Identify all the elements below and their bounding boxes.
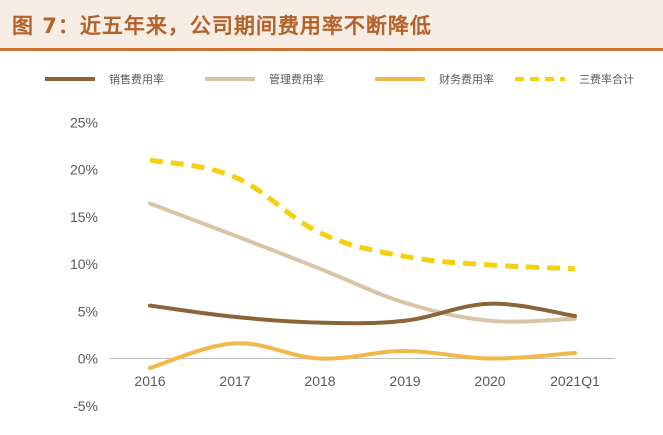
x-tick-label: 2021Q1 [550, 373, 600, 389]
series-line-0 [148, 301, 577, 326]
series-line-3 [149, 157, 576, 272]
x-tick-label: 2019 [389, 373, 420, 389]
x-tick-label: 2016 [134, 373, 165, 389]
series-line-1 [148, 201, 577, 324]
header-band [0, 0, 663, 48]
legend-label-2: 财务费用率 [439, 72, 494, 86]
x-tick-label: 2018 [304, 373, 335, 389]
y-tick-label: 10% [70, 256, 98, 272]
x-tick-label: 2017 [219, 373, 250, 389]
y-tick-label: 0% [78, 351, 98, 367]
x-tick-label: 2020 [474, 373, 505, 389]
y-tick-label: 20% [70, 162, 98, 178]
y-tick-label: 5% [78, 303, 98, 319]
y-tick-label: 15% [70, 209, 98, 225]
series-group [148, 157, 577, 370]
series-line-2 [148, 341, 577, 370]
title-rule [0, 48, 663, 51]
y-axis: 25% 20% 15% 10% 5% 0% -5% [70, 114, 98, 414]
x-axis: 2016 2017 2018 2019 2020 2021Q1 [110, 358, 615, 389]
chart-title: 图 7：近五年来，公司期间费用率不断降低 [12, 14, 432, 38]
legend-label-0: 销售费用率 [109, 72, 164, 86]
y-tick-label: 25% [70, 114, 98, 130]
legend: 销售费用率 管理费用率 财务费用率 三费率合计 [45, 72, 634, 86]
legend-label-3: 三费率合计 [579, 72, 634, 86]
line-chart: 销售费用率 管理费用率 财务费用率 三费率合计 25% 20% 15% 10% 5% 0% -5%… [45, 72, 634, 414]
legend-label-1: 管理费用率 [269, 72, 324, 86]
y-tick-label: -5% [73, 398, 98, 414]
